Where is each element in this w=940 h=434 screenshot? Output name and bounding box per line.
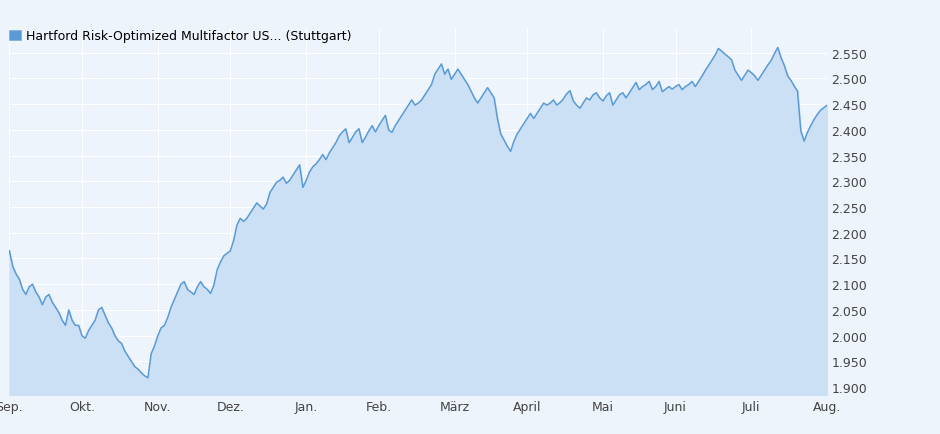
Legend: Hartford Risk-Optimized Multifactor US... (Stuttgart): Hartford Risk-Optimized Multifactor US..…	[9, 30, 352, 43]
